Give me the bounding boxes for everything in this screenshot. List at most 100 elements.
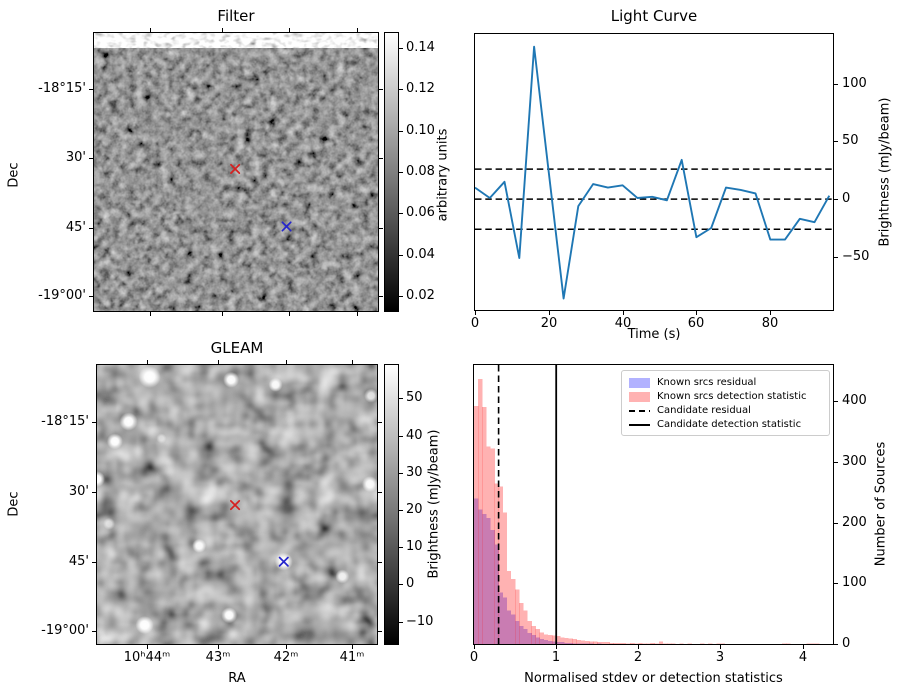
tick-label: 45': [65, 220, 86, 235]
histogram-plot: [474, 365, 820, 644]
tick-mark: [638, 645, 639, 649]
tick-mark: [399, 436, 403, 437]
tick-mark: [399, 213, 403, 214]
gleam-title: GLEAM: [210, 339, 264, 357]
tick-label: 42ᵐ: [273, 650, 299, 665]
tick-label: 30: [406, 465, 423, 480]
tick-label: 0: [842, 636, 851, 651]
light-curve-title: Light Curve: [610, 7, 698, 25]
tick-mark: [834, 462, 838, 463]
tick-mark: [834, 199, 838, 200]
tick-mark: [474, 645, 475, 649]
tick-mark: [399, 296, 403, 297]
histogram-series: [474, 378, 820, 644]
tick-label: 0: [470, 316, 480, 331]
light-curve-brightness-axis-label: Brightness (mJy/beam): [877, 97, 893, 247]
tick-mark: [399, 131, 403, 132]
tick-mark: [399, 398, 403, 399]
tick-mark: [289, 28, 290, 32]
tick-mark: [696, 311, 697, 315]
tick-label: 0.10: [406, 123, 435, 138]
tick-label: 0.08: [406, 164, 435, 179]
filter-source-markers: [230, 163, 292, 232]
tick-label: 200: [842, 515, 867, 530]
tick-label: 40: [406, 428, 423, 443]
tick-label: 10ʰ44ᵐ: [123, 650, 171, 665]
tick-label: 4: [798, 650, 808, 665]
solid-line-sample: [629, 423, 650, 426]
tick-label: 2: [633, 650, 643, 665]
tick-label: 60: [687, 316, 705, 331]
tick-label: 0.02: [406, 288, 435, 303]
tick-label: -19°00': [41, 623, 89, 638]
histogram-x-axis-label: Normalised stdev or detection statistics: [524, 671, 783, 686]
histogram-series: [474, 498, 602, 644]
tick-mark: [150, 28, 151, 32]
tick-mark: [89, 228, 93, 229]
filter-dec-axis-label: Dec: [6, 162, 22, 188]
tick-label: 0.12: [406, 81, 435, 96]
tick-mark: [475, 311, 476, 315]
tick-label: 100: [842, 76, 867, 91]
tick-mark: [834, 141, 838, 142]
legend-label: Candidate detection statistic: [657, 418, 802, 430]
tick-mark: [378, 631, 382, 632]
light-curve-plot: [475, 45, 833, 300]
tick-label: 0.04: [406, 247, 435, 262]
ra-axis-label: RA: [228, 671, 246, 686]
tick-mark: [147, 645, 148, 649]
tick-label: −10: [406, 614, 434, 629]
legend-label: Candidate residual: [657, 404, 751, 416]
tick-mark: [399, 547, 403, 548]
tick-label: -18°15': [41, 414, 89, 429]
tick-mark: [623, 311, 624, 315]
tick-mark: [218, 645, 219, 649]
tick-label: -18°15': [38, 81, 86, 96]
tick-mark: [399, 89, 403, 90]
tick-mark: [379, 228, 383, 229]
tick-mark: [352, 645, 353, 649]
tick-label: 41ᵐ: [339, 650, 365, 665]
tick-label: 0: [842, 191, 851, 206]
tick-label: 1: [551, 650, 561, 665]
filter-axes: -18°15' 30' 45' -19°00': [38, 28, 383, 316]
tick-mark: [770, 311, 771, 315]
gleam-bright-sources: [97, 366, 377, 634]
tick-mark: [150, 312, 151, 316]
tick-label: 0.14: [406, 40, 435, 55]
filter-title: Filter: [217, 7, 255, 25]
legend-row-known-residual: Known srcs residual: [629, 376, 823, 389]
tick-label: 400: [842, 393, 867, 408]
known-srcs-detection-swatch: [629, 391, 650, 402]
tick-mark: [834, 84, 838, 85]
tick-mark: [399, 473, 403, 474]
number-of-sources-axis-label: Number of Sources: [873, 441, 889, 567]
tick-mark: [92, 562, 96, 563]
tick-label: 3: [715, 650, 725, 665]
legend-row-candidate-residual: Candidate residual: [629, 404, 823, 417]
tick-label: 0: [469, 650, 479, 665]
gleam-colorbar-label: Brightness (mJy/beam): [426, 429, 442, 579]
light-curve-axes: 0 20 40 60 80 −50 0 50 100: [471, 33, 869, 331]
time-axis-label: Time (s): [627, 327, 681, 342]
tick-mark: [289, 312, 290, 316]
tick-mark: [378, 422, 382, 423]
tick-mark: [379, 296, 383, 297]
tick-mark: [218, 360, 219, 364]
tick-mark: [379, 89, 383, 90]
tick-mark: [222, 312, 223, 316]
gleam-axes: -18°15' 30' 45' -19°00' 10ʰ44ᵐ 43ᵐ 42ᵐ 41ᵐ: [41, 360, 382, 665]
tick-mark: [147, 360, 148, 364]
tick-mark: [378, 562, 382, 563]
tick-label: 0.06: [406, 205, 435, 220]
dashed-line-sample: [629, 409, 650, 412]
tick-mark: [286, 360, 287, 364]
tick-mark: [399, 172, 403, 173]
filter-colorbar: 0.14 0.12 0.10 0.08 0.06 0.04 0.02: [384, 32, 435, 312]
tick-mark: [89, 296, 93, 297]
tick-mark: [399, 584, 403, 585]
tick-label: 45': [68, 554, 89, 569]
gleam-colorbar: 50 40 30 20 10 0 −10: [384, 364, 433, 645]
tick-mark: [89, 89, 93, 90]
tick-label: 50: [406, 390, 423, 405]
